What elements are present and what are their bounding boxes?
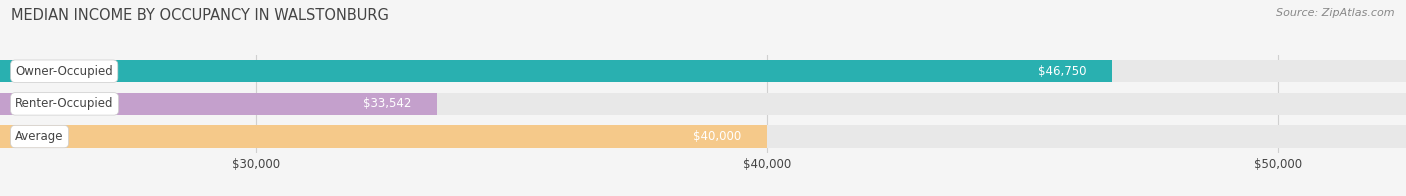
Bar [0,60,1112,82]
Text: Source: ZipAtlas.com: Source: ZipAtlas.com [1277,8,1395,18]
Text: MEDIAN INCOME BY OCCUPANCY IN WALSTONBURG: MEDIAN INCOME BY OCCUPANCY IN WALSTONBUR… [11,8,389,23]
Bar [0,125,766,148]
Text: Renter-Occupied: Renter-Occupied [15,97,114,110]
Text: $46,750: $46,750 [1038,65,1087,78]
Text: $33,542: $33,542 [363,97,411,110]
Text: $40,000: $40,000 [693,130,741,143]
Bar [0,93,1406,115]
Bar [0,93,437,115]
Text: Owner-Occupied: Owner-Occupied [15,65,112,78]
Bar [0,60,1406,82]
Bar [0,125,1406,148]
Text: Average: Average [15,130,63,143]
